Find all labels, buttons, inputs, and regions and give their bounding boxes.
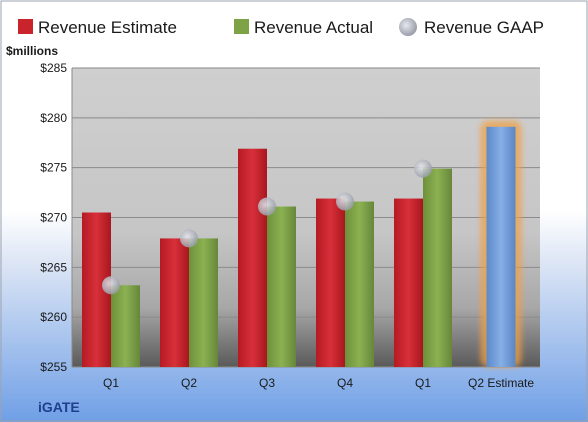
- company-name: iGATE: [38, 399, 80, 415]
- y-tick-label: $280: [40, 111, 67, 125]
- x-axis-ticks: Q1 Q2 Q3 Q4 Q1 Q2 Estimate: [103, 376, 534, 390]
- legend-label-revenue-estimate: Revenue Estimate: [38, 18, 177, 37]
- bar-revenue-actual: [111, 285, 140, 367]
- gridlines: [71, 67, 540, 368]
- y-axis-ticks: $255 $260 $265 $270 $275 $280 $285: [40, 61, 67, 374]
- y-axis-unit-label: $millions: [6, 44, 58, 58]
- bar-revenue-estimate: [394, 198, 423, 367]
- x-tick-label: Q1: [415, 376, 431, 390]
- bar-revenue-estimate: [238, 148, 267, 367]
- bar-revenue-actual: [423, 168, 452, 367]
- marker-revenue-gaap: [336, 192, 354, 211]
- bar-revenue-actual: [345, 201, 374, 367]
- gaap-markers: [102, 159, 432, 295]
- x-tick-label: Q3: [259, 376, 275, 390]
- y-tick-label: $265: [40, 260, 67, 274]
- bar-revenue-actual: [189, 238, 218, 367]
- y-tick-label: $255: [40, 360, 67, 374]
- bars: [82, 120, 522, 367]
- x-tick-label: Q2: [181, 376, 197, 390]
- legend-label-revenue-actual: Revenue Actual: [254, 18, 373, 37]
- marker-revenue-gaap: [102, 276, 120, 295]
- legend: Revenue Estimate Revenue Actual Revenue …: [18, 18, 544, 37]
- legend-marker-revenue-gaap: [399, 18, 417, 36]
- bar-revenue-estimate: [316, 198, 345, 367]
- bar-revenue-actual: [267, 206, 296, 367]
- x-tick-label: Q4: [337, 376, 353, 390]
- y-tick-label: $275: [40, 161, 67, 175]
- legend-label-revenue-gaap: Revenue GAAP: [424, 18, 544, 37]
- legend-swatch-revenue-estimate: [18, 19, 33, 34]
- marker-revenue-gaap: [258, 197, 276, 216]
- y-tick-label: $270: [40, 211, 67, 225]
- marker-revenue-gaap: [414, 159, 432, 178]
- y-tick-label: $260: [40, 310, 67, 324]
- bar-revenue-estimate: [160, 238, 189, 367]
- marker-revenue-gaap: [180, 229, 198, 248]
- bar-q2-estimate: [486, 126, 516, 367]
- x-tick-label: Q2 Estimate: [468, 376, 534, 390]
- legend-swatch-revenue-actual: [234, 19, 249, 34]
- y-tick-label: $285: [40, 61, 67, 75]
- x-tick-label: Q1: [103, 376, 119, 390]
